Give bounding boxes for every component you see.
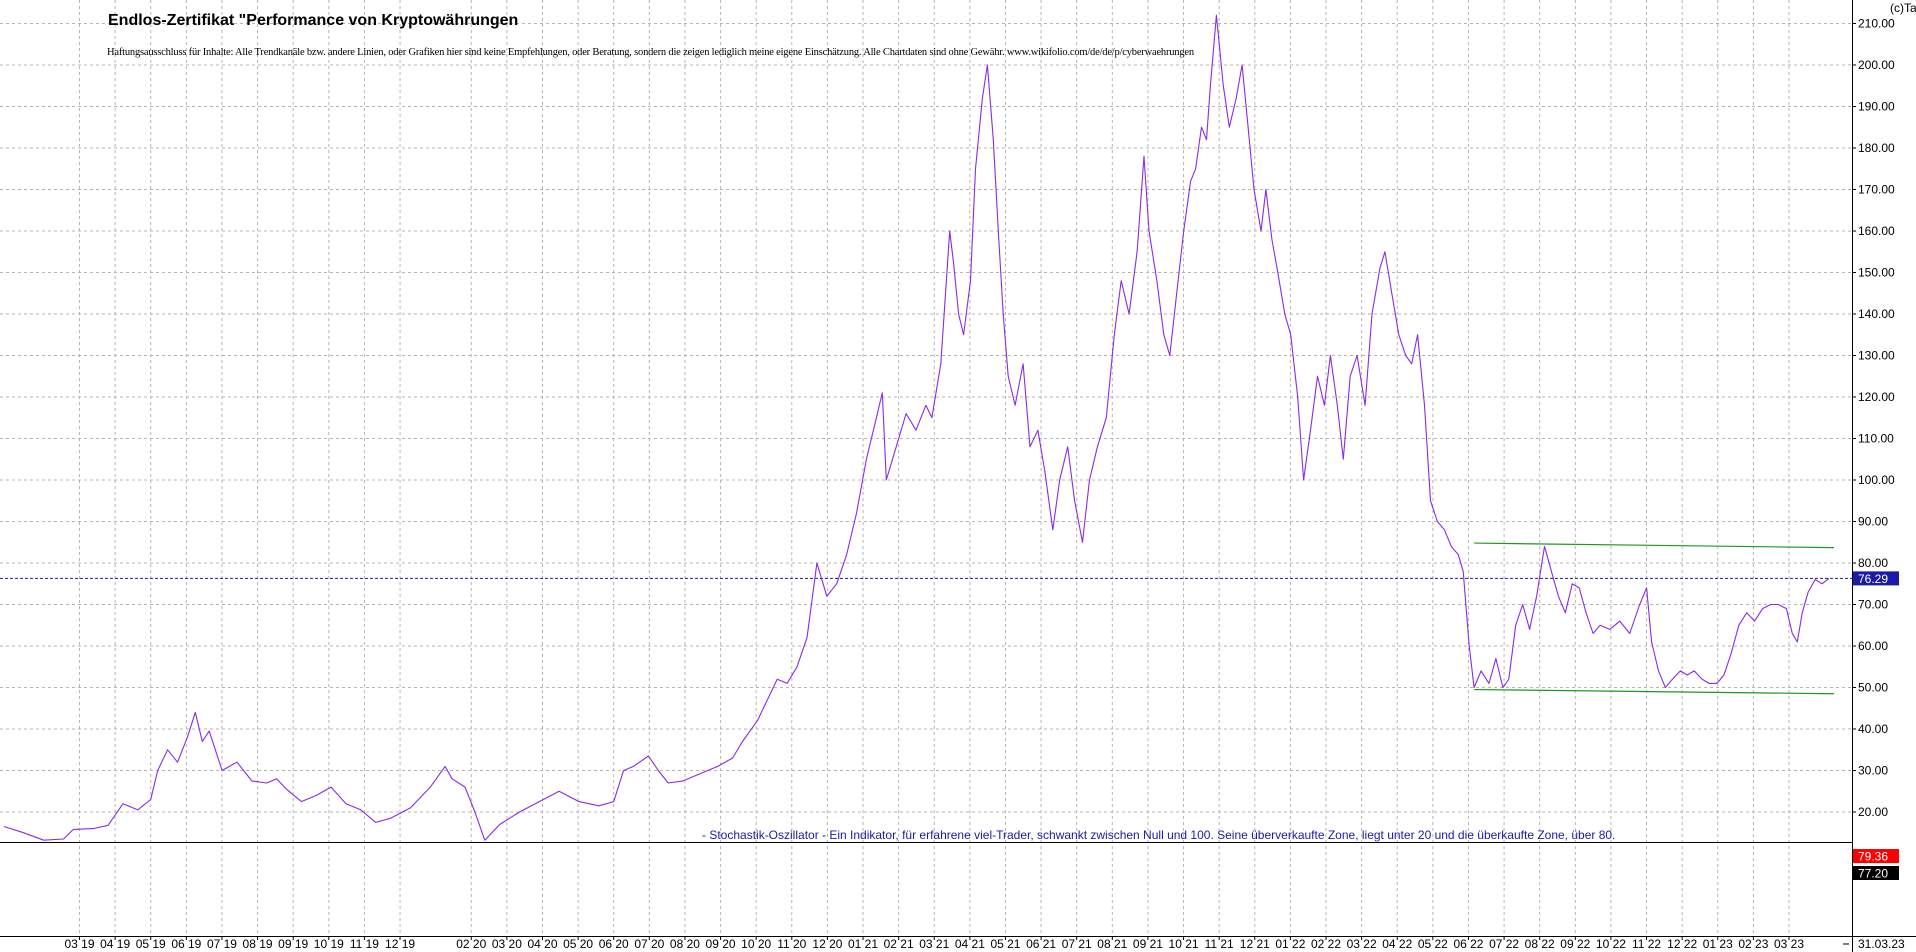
y-axis-ticks: 210.00 200.00 190.00 180.00 170.00 160.00 150.… <box>1852 17 1895 819</box>
x-tick-label: 03 23 <box>1774 937 1804 951</box>
x-tick-label: 12 19 <box>385 937 415 951</box>
x-tick-label: 01 23 <box>1703 937 1733 951</box>
y-tick-label: 170.00 <box>1858 183 1895 197</box>
y-tick-label: 50.00 <box>1858 681 1888 695</box>
x-tick-label: 04 22 <box>1382 937 1412 951</box>
x-tick-label: 05 22 <box>1418 937 1448 951</box>
x-tick-label: 03 22 <box>1347 937 1377 951</box>
y-tick-label: 20.00 <box>1858 805 1888 819</box>
y-tick-label: 160.00 <box>1858 224 1895 238</box>
y-tick-label: 100.00 <box>1858 473 1895 487</box>
x-tick-label: 09 22 <box>1560 937 1590 951</box>
x-tick-label: 02 22 <box>1311 937 1341 951</box>
x-tick-label: 12 20 <box>812 937 842 951</box>
x-tick-label: 05 19 <box>136 937 166 951</box>
x-tick-label: 11 19 <box>350 937 379 951</box>
x-tick-label: 09 19 <box>278 937 308 951</box>
x-tick-label: 08 22 <box>1525 937 1555 951</box>
value-badges: 76.29 79.36 77.20 <box>1853 571 1899 881</box>
x-tick-label: 03 20 <box>492 937 522 951</box>
x-last-date-label: 31.03.23 <box>1858 937 1905 951</box>
x-tick-label: 07 20 <box>634 937 664 951</box>
x-tick-label: 09 21 <box>1133 937 1163 951</box>
x-tick-label: 07 19 <box>207 937 237 951</box>
x-tick-label: 11 21 <box>1205 937 1234 951</box>
x-tick-label: 11 22 <box>1632 937 1661 951</box>
y-tick-label: 90.00 <box>1858 515 1888 529</box>
x-tick-label: 03 21 <box>919 937 949 951</box>
watermark: (c)Tai-Pan <box>1890 1 1916 15</box>
x-tick-label: 06 20 <box>599 937 629 951</box>
y-tick-label: 120.00 <box>1858 390 1895 404</box>
y-tick-label: 140.00 <box>1858 307 1895 321</box>
last-value-badge-label: 76.29 <box>1858 572 1888 586</box>
price-series <box>3 14 1830 841</box>
x-tick-label: 04 21 <box>955 937 985 951</box>
x-tick-label: 07 22 <box>1489 937 1519 951</box>
y-tick-label: 60.00 <box>1858 639 1888 653</box>
y-tick-label: 30.00 <box>1858 764 1888 778</box>
x-tick-label: 10 22 <box>1596 937 1626 951</box>
x-tick-label: 05 20 <box>563 937 593 951</box>
y-tick-label: 180.00 <box>1858 141 1895 155</box>
x-tick-label: 10 20 <box>741 937 771 951</box>
x-axis-ticks: 03 19 04 19 05 19 06 19 07 19 08 19 09 19 10 19… <box>64 936 1905 951</box>
grid <box>0 0 1852 935</box>
x-tick-label: 01 22 <box>1275 937 1305 951</box>
x-tick-label: 06 19 <box>171 937 201 951</box>
x-tick-label: 02 20 <box>456 937 486 951</box>
x-tick-label: 04 20 <box>527 937 557 951</box>
x-tick-label: 06 21 <box>1026 937 1056 951</box>
trendline-lower <box>1474 688 1834 695</box>
x-tick-label: 09 20 <box>706 937 736 951</box>
x-tick-label: 08 20 <box>670 937 700 951</box>
indicator-badge-label: 77.20 <box>1858 867 1888 881</box>
y-tick-label: 40.00 <box>1858 722 1888 736</box>
x-tick-label: 08 21 <box>1097 937 1127 951</box>
x-tick-label: 03 19 <box>64 937 94 951</box>
indicator-badge-label: 79.36 <box>1858 850 1888 864</box>
indicator-badge <box>1853 849 1899 863</box>
y-tick-label: 210.00 <box>1858 17 1895 31</box>
x-tick-label: 02 23 <box>1738 937 1768 951</box>
x-tick-label: 12 22 <box>1667 937 1697 951</box>
y-tick-label: 200.00 <box>1858 58 1895 72</box>
y-tick-label: 70.00 <box>1858 598 1888 612</box>
x-tick-label: 02 21 <box>884 937 914 951</box>
y-tick-label: 130.00 <box>1858 349 1895 363</box>
y-tick-label: 110.00 <box>1858 432 1894 446</box>
chart-disclaimer: Haftungsausschluss für Inhalte: Alle Tre… <box>107 47 1194 58</box>
x-tick-label: 07 21 <box>1062 937 1092 951</box>
x-tick-label: 01 21 <box>848 937 878 951</box>
trendlines <box>0 542 1852 695</box>
x-tick-label: 04 19 <box>100 937 130 951</box>
y-tick-label: 150.00 <box>1858 266 1895 280</box>
indicator-badge <box>1853 866 1899 880</box>
trendline-upper <box>1474 542 1834 549</box>
y-tick-label: 190.00 <box>1858 100 1895 114</box>
chart-title: Endlos-Zertifikat "Performance von Krypt… <box>108 12 519 29</box>
x-tick-label: 05 21 <box>990 937 1020 951</box>
y-tick-label: 80.00 <box>1858 556 1888 570</box>
x-tick-label: 11 20 <box>777 937 806 951</box>
price-line <box>3 14 1830 841</box>
x-tick-label: 10 21 <box>1169 937 1199 951</box>
last-value-badge <box>1853 571 1899 586</box>
x-tick-label: 08 19 <box>243 937 273 951</box>
indicator-description: - Stochastik-Oszillator - Ein Indikator,… <box>702 828 1616 842</box>
x-tick-label: 12 21 <box>1240 937 1270 951</box>
x-tick-label: 10 19 <box>314 937 344 951</box>
x-tick-label: 06 22 <box>1453 937 1483 951</box>
